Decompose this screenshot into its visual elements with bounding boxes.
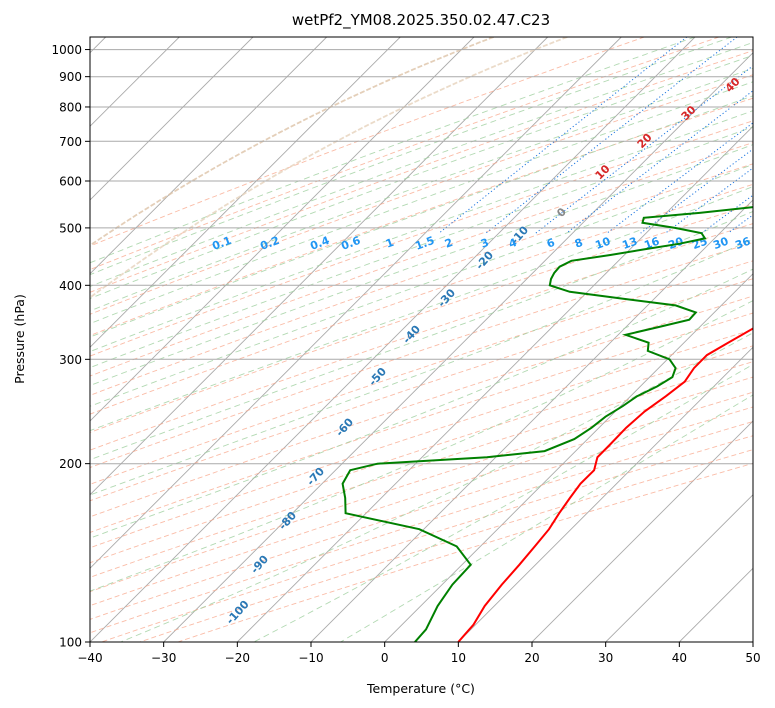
- moist-adiabat-line: [90, 186, 753, 432]
- isotherm-line: [90, 37, 328, 275]
- x-tick-label: −40: [77, 651, 102, 665]
- y-tick-label: 400: [59, 279, 82, 293]
- y-tick-label: 500: [59, 221, 82, 235]
- dry-adiabat-line: [90, 278, 753, 502]
- dry-adiabat-line: [90, 295, 753, 518]
- dry-adiabat-line: [90, 50, 753, 293]
- mixing-ratio-label: 0.1: [210, 234, 233, 253]
- moist-adiabat-line: [253, 363, 753, 642]
- isotherm-line: [90, 37, 401, 348]
- isotherm-line: [90, 37, 254, 201]
- mixing-ratio-label: 10: [593, 234, 612, 252]
- moist-adiabat-line: [120, 332, 753, 642]
- isotherm-line: [384, 273, 753, 642]
- y-axis-label: Pressure (hPa): [12, 294, 27, 384]
- x-tick-label: 20: [524, 651, 539, 665]
- x-tick-label: 50: [745, 651, 760, 665]
- y-tick-label: 900: [59, 70, 82, 84]
- mixing-ratio-label: 0.6: [339, 234, 362, 253]
- mixing-ratio-label: 13: [620, 235, 639, 252]
- y-tick-label: 300: [59, 353, 82, 367]
- dry-adiabat-line: [90, 223, 753, 451]
- x-tick-label: −30: [151, 651, 176, 665]
- dry-adiabat-line: [90, 345, 753, 564]
- isotherm-line: [90, 37, 622, 569]
- mixing-ratio-label: 6: [545, 236, 557, 251]
- x-tick-label: 10: [451, 651, 466, 665]
- isotherm-line: [310, 199, 753, 642]
- y-tick-label: 1000: [51, 43, 82, 57]
- dry-adiabat-line: [90, 260, 753, 485]
- y-tick-label: 100: [59, 636, 82, 650]
- mixing-ratio-label: 8: [573, 236, 585, 251]
- mixing-ratio-label: 1: [384, 236, 396, 251]
- mixing-ratio-label: 1.5: [413, 234, 436, 253]
- dewpoint-profile-line: [341, 206, 753, 642]
- moist-adiabat-line: [90, 300, 753, 592]
- plot-frame: [89, 36, 754, 643]
- moist-adiabat-line: [90, 163, 753, 407]
- dry-adiabat-line: [90, 312, 753, 533]
- moist-adiabat-line: [90, 37, 696, 264]
- x-axis: −40 −30 −20 −10 0 10 20 30 40 50: [77, 642, 761, 665]
- moist-adiabat-line: [90, 54, 753, 300]
- dry-adiabat-line: [90, 391, 753, 607]
- dry-adiabat-line: [90, 376, 753, 593]
- moist-adiabat-line: [90, 67, 753, 312]
- dry-adiabat-line: [90, 37, 720, 271]
- x-tick-label: 40: [672, 651, 687, 665]
- mixing-ratio-line: [606, 122, 753, 234]
- dry-adiabat-line: [90, 97, 753, 337]
- x-axis-label: Temperature (°C): [366, 681, 475, 696]
- moist-adiabat-line: [90, 238, 753, 496]
- x-tick-label: −20: [225, 651, 250, 665]
- y-tick-label: 600: [59, 174, 82, 188]
- y-tick-label: 800: [59, 100, 82, 114]
- dry-adiabat-line: [90, 163, 753, 396]
- mixing-ratio-label: 2: [443, 236, 455, 251]
- chart-title: wetPf2_YM08.2025.350.02.47.C23: [292, 11, 550, 30]
- sounding-profiles: [341, 206, 753, 642]
- mixing-ratio-label: 0.4: [308, 234, 331, 253]
- mixing-ratio-label: 3: [479, 236, 491, 251]
- mixing-ratio-line: [485, 37, 738, 234]
- moist-adiabat-line: [90, 95, 753, 338]
- temperature-profile-line: [457, 327, 753, 642]
- isobar-grid: [90, 49, 753, 642]
- mixing-ratio-label: 36: [733, 234, 752, 252]
- isotherm-line: [531, 420, 753, 642]
- isotherm-line: [90, 37, 475, 422]
- mixing-ratio-line: [535, 65, 753, 234]
- y-tick-label: 700: [59, 135, 82, 149]
- mixing-ratio-label: 30: [711, 234, 730, 252]
- isotherm-line: [236, 125, 753, 642]
- moist-adiabat-line: [90, 41, 753, 288]
- dry-adiabat-line: [90, 241, 753, 468]
- moist-adiabat-line: [90, 144, 753, 387]
- x-tick-label: 0: [381, 651, 389, 665]
- dry-adiabat-line: [90, 329, 753, 549]
- x-tick-label: 30: [598, 651, 613, 665]
- isotherm-line: [457, 346, 753, 642]
- moist-adiabat-line: [90, 268, 753, 539]
- mixing-ratio-label: 0.2: [258, 234, 281, 253]
- isotherm-line: [163, 52, 753, 642]
- x-tick-label: −10: [298, 651, 323, 665]
- background-lines: [90, 37, 753, 642]
- mixing-ratio-label: 4: [507, 236, 519, 251]
- isotherm-line: [605, 494, 753, 642]
- dry-adiabat-line: [90, 142, 753, 377]
- y-axis: 100 200 300 400 500 600 700 800 900 1000: [51, 43, 90, 650]
- y-tick-label: 200: [59, 457, 82, 471]
- moist-adiabat-line: [90, 81, 753, 325]
